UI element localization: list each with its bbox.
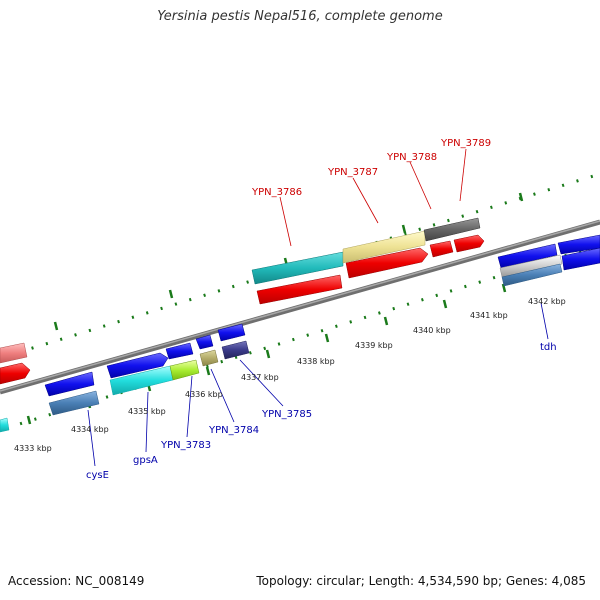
tick-label-4338: 4338 kbp [297, 357, 335, 366]
gene-ypn3788[interactable] [423, 217, 481, 242]
gene-blue-right-1[interactable] [497, 243, 558, 269]
tick-label-4341: 4341 kbp [470, 311, 508, 320]
backbone [0, 219, 600, 395]
gene-cyse-blue[interactable] [44, 371, 95, 397]
gene-ypn3783[interactable] [169, 359, 200, 381]
gene-ypn3785[interactable] [221, 340, 250, 360]
gene-label-ypn3784[interactable]: YPN_3784 [208, 425, 259, 436]
gene-features[interactable] [0, 217, 600, 433]
gene-label-ypn3785[interactable]: YPN_3785 [261, 409, 312, 420]
tick-label-4333: 4333 kbp [14, 444, 52, 453]
tick-label-4339: 4339 kbp [355, 341, 393, 350]
gene-cyan-left[interactable] [0, 417, 10, 433]
gene-blue-lower-2[interactable] [165, 342, 194, 360]
gene-blue-small[interactable] [195, 334, 214, 350]
gene-red-arrow[interactable] [453, 234, 485, 253]
gene-blue-right-3[interactable] [561, 247, 600, 271]
gene-blue-lower-1[interactable] [106, 352, 169, 379]
gene-silver-right[interactable] [499, 254, 563, 278]
gene-cyse-steel[interactable] [48, 390, 100, 416]
gene-label-tdh[interactable]: tdh [540, 342, 557, 353]
gene-ypn3786[interactable] [251, 251, 344, 285]
gene-pink-left[interactable] [0, 342, 28, 364]
gene-label-gpsa[interactable]: gpsA [133, 455, 158, 466]
map-title: Yersinia pestis Nepal516, complete genom… [157, 9, 443, 24]
gene-label-cyse[interactable]: cysE [86, 470, 109, 481]
gene-labels-top: YPN_3786 YPN_3787 YPN_3788 YPN_3789 [251, 138, 491, 198]
gene-red-long[interactable] [256, 274, 343, 305]
gene-label-ypn3789[interactable]: YPN_3789 [440, 138, 491, 149]
gene-steel-right[interactable] [501, 263, 563, 287]
tick-label-4340: 4340 kbp [413, 326, 451, 335]
gene-label-ypn3783[interactable]: YPN_3783 [160, 440, 211, 451]
genome-stats-text: Topology: circular; Length: 4,534,590 bp… [256, 574, 586, 588]
accession-text: Accession: NC_008149 [8, 574, 145, 588]
gene-label-ypn3786[interactable]: YPN_3786 [251, 187, 302, 198]
gene-ypn3787[interactable] [342, 230, 426, 264]
gene-red-short[interactable] [429, 240, 454, 258]
gene-labels-bottom: cysE gpsA YPN_3783 YPN_3784 YPN_3785 tdh [86, 342, 557, 481]
label-leader-lines [87, 148, 549, 467]
tick-label-4335: 4335 kbp [128, 407, 166, 416]
tick-label-4336: 4336 kbp [185, 390, 223, 399]
gene-blue-right-2[interactable] [557, 234, 600, 255]
gene-label-ypn3787[interactable]: YPN_3787 [327, 167, 378, 178]
tick-label-4342: 4342 kbp [528, 297, 566, 306]
tick-label-4334: 4334 kbp [71, 425, 109, 434]
gene-blue-lower-3[interactable] [217, 323, 246, 342]
gene-red-mid[interactable] [345, 247, 429, 279]
gene-label-ypn3788[interactable]: YPN_3788 [386, 152, 437, 163]
gene-red-left[interactable] [0, 362, 31, 385]
tick-label-4337: 4337 kbp [241, 373, 279, 382]
gene-ypn3784[interactable] [199, 349, 219, 367]
scale-tick-labels: 4333 kbp 4334 kbp 4335 kbp 4336 kbp 4337… [14, 297, 566, 453]
